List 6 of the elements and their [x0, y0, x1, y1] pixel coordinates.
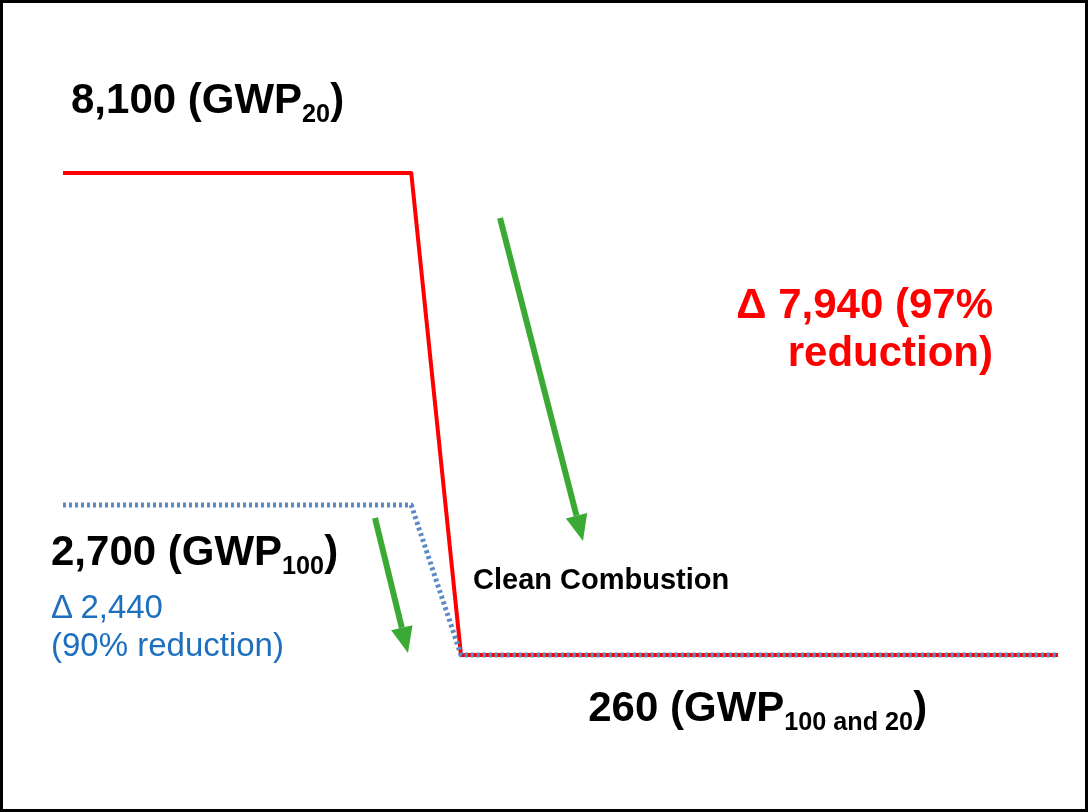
annotation: Δ 7,940 (97% reduction): [736, 280, 993, 377]
annotation: Δ 2,440 (90% reduction): [51, 588, 284, 664]
data-label: 8,100 (GWP$_{20}$): [71, 75, 345, 129]
data-label: 260 (GWP$_{100 and 20}$): [588, 683, 928, 737]
annotation: Clean Combustion: [473, 563, 730, 597]
data-label: 2,700 (GWP$_{100}$): [51, 527, 339, 581]
